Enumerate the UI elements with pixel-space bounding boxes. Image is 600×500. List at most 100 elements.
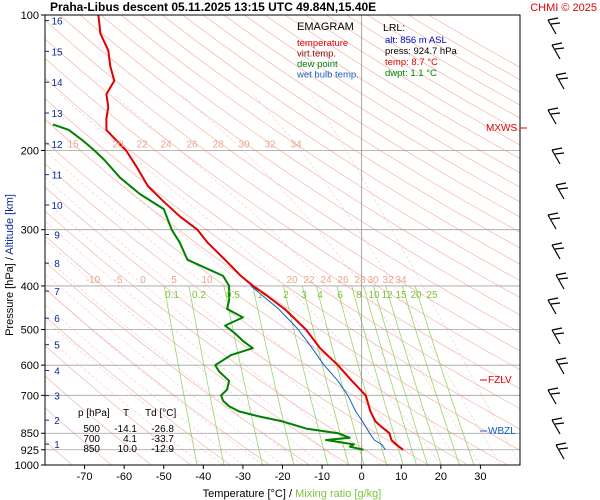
wind-barb-flag — [554, 247, 565, 250]
wind-barb-flag — [547, 17, 559, 21]
moist-adiabat — [45, 288, 263, 465]
altitude-tick-label: 16 — [51, 17, 63, 28]
dry-adiabat — [45, 57, 520, 390]
wind-barb — [555, 72, 569, 90]
lrl-dwpt: dwpt: 1.1 °C — [385, 68, 437, 79]
moist-adiabat — [59, 93, 442, 465]
mixing-ratio-label: 1 — [257, 290, 263, 301]
dry-adiabat-label: 22 — [136, 139, 148, 150]
moist-adiabat — [45, 220, 343, 465]
wind-barb-staff — [551, 149, 561, 165]
wind-barb — [555, 442, 569, 460]
moist-adiabat — [252, 93, 501, 465]
dry-adiabat — [45, 19, 520, 352]
table-cell: 700 — [83, 434, 100, 445]
dry-adiabat-label: 15 — [67, 139, 79, 150]
lrl-press: press: 924.7 hPa — [385, 46, 458, 57]
wind-barb-flag — [554, 47, 565, 50]
profile-temperature — [97, 15, 404, 451]
wind-barb-flag — [555, 72, 567, 76]
y-axis-label: Pressure [hPa] / Altitude [km] — [4, 194, 16, 336]
wind-barb-flag — [547, 297, 559, 301]
dry-adiabat-label: 28 — [212, 139, 224, 150]
dry-adiabat — [45, 77, 520, 410]
dry-adiabat — [202, 15, 520, 218]
wind-barb-flag — [547, 387, 559, 391]
dry-adiabat — [59, 15, 520, 334]
table-cell: -12.9 — [151, 444, 174, 455]
wind-barb-staff — [555, 74, 565, 90]
dry-adiabat-label: 20 — [112, 139, 124, 150]
wind-barb-flag — [555, 442, 567, 446]
altitude-tick-label: 11 — [52, 171, 63, 182]
wind-barb-staff — [555, 184, 565, 200]
wind-barb — [547, 107, 561, 125]
x-tick-label: 0 — [359, 471, 365, 483]
dry-adiabat-label: 5 — [171, 275, 177, 286]
wind-barb — [551, 42, 565, 60]
wind-barb-flag — [551, 147, 563, 151]
moist-adiabat — [45, 176, 382, 465]
wind-barb-flag — [555, 182, 567, 186]
marker-wbzl: WBZL — [488, 426, 516, 437]
wind-barb-flag — [551, 417, 563, 421]
wind-barb-flag — [547, 212, 559, 216]
dry-adiabat-label: 32 — [264, 139, 276, 150]
marker-mxws: MXWS — [486, 123, 517, 134]
mixing-ratio-label: 4 — [317, 290, 323, 301]
dry-adiabat-label: 30 — [238, 139, 250, 150]
altitude-tick-label: 4 — [54, 366, 60, 377]
mixing-ratio-label: 8 — [356, 290, 362, 301]
mixing-ratio-label: 12 — [381, 290, 393, 301]
dry-adiabat — [223, 15, 520, 203]
moist-adiabat — [45, 304, 244, 465]
plot-area — [45, 15, 520, 465]
dry-adiabat-label: 32 — [382, 275, 394, 286]
table-header: T — [123, 408, 129, 419]
legend-item: dew point — [297, 59, 338, 70]
pressure-tick-label: 100 — [21, 10, 39, 22]
wind-barb-staff — [547, 389, 557, 405]
mixing-ratio-label: 0.2 — [192, 290, 206, 301]
altitude-tick-label: 5 — [54, 341, 60, 352]
credit: CHMI © 2025 — [530, 2, 597, 14]
pressure-tick-label: 1000 — [15, 460, 39, 472]
x-axis-label: Temperature [°C] / Mixing ratio [g/kg] — [203, 488, 382, 500]
x-tick-label: 10 — [395, 471, 407, 483]
pressure-tick-label: 850 — [21, 428, 39, 440]
wind-barb-flag — [558, 362, 569, 365]
table-cell: 850 — [83, 444, 100, 455]
wind-barb — [551, 242, 565, 260]
pressure-tick-label: 400 — [21, 281, 39, 293]
wind-barb-flag — [558, 447, 569, 450]
dry-adiabat-label: -5 — [114, 275, 123, 286]
mixing-ratio-label: 20 — [410, 290, 422, 301]
x-tick-label: 30 — [474, 471, 486, 483]
marker-fzlv: FZLV — [488, 375, 512, 386]
altitude-tick-label: 10 — [51, 201, 63, 212]
wind-barb — [551, 417, 565, 435]
dry-adiabat — [182, 15, 520, 233]
pressure-tick-label: 925 — [21, 445, 39, 457]
wind-barb — [547, 297, 561, 315]
wind-barb-flag — [555, 272, 567, 276]
x-tick-label: -30 — [235, 471, 251, 483]
y-axis-label-separator: / — [4, 255, 16, 264]
wind-barb — [551, 147, 565, 165]
dry-adiabat-label: 28 — [354, 275, 366, 286]
dry-adiabat-label: 26 — [186, 139, 198, 150]
y-axis-label-altitude: Altitude [km] — [4, 194, 16, 255]
mixing-ratio-label: 2 — [283, 290, 289, 301]
wind-barb-flag — [554, 332, 565, 335]
pressure-tick-label: 600 — [21, 360, 39, 372]
altitude-tick-label: 6 — [54, 314, 60, 325]
dry-adiabat — [79, 15, 520, 316]
wind-barb-staff — [547, 214, 557, 230]
dry-adiabat — [141, 15, 520, 265]
moist-adiabat — [45, 200, 362, 465]
wind-barb-flag — [555, 357, 567, 361]
dry-adiabat-label: 24 — [160, 139, 172, 150]
dry-adiabat-label: 0 — [140, 275, 146, 286]
moist-adiabat — [45, 256, 303, 465]
x-tick-label: -10 — [314, 471, 330, 483]
